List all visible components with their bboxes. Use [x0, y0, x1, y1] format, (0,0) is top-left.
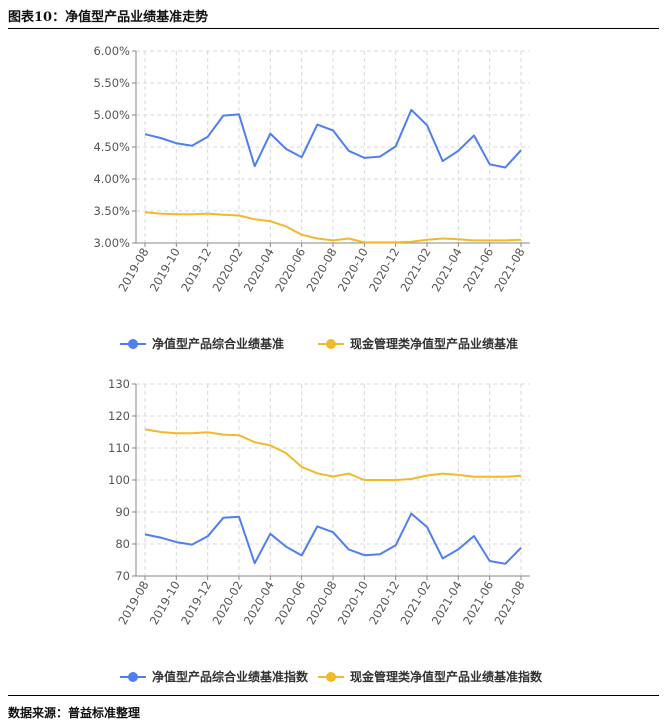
y-tick-label: 5.00% [93, 108, 130, 122]
y-tick-label: 80 [115, 537, 130, 551]
legend-label-2: 现金管理类净值型产品业绩基准指数 [350, 669, 543, 684]
legend-label-2: 现金管理类净值型产品业绩基准 [350, 336, 518, 351]
series-line-2 [144, 211, 522, 244]
y-tick-label: 3.50% [93, 204, 130, 218]
benchmark-index-chart: 7080901001101201302019-082019-102019-122… [108, 377, 543, 684]
y-tick-label: 90 [115, 505, 130, 519]
legend-marker-1 [128, 339, 138, 349]
y-tick-label: 4.00% [93, 172, 130, 186]
top-rule [8, 28, 659, 29]
bottom-rule [8, 695, 659, 696]
series-line-1 [144, 108, 522, 169]
y-tick-label: 100 [108, 473, 130, 487]
series-line-2 [144, 428, 522, 481]
data-source: 数据来源：普益标准整理 [8, 706, 141, 720]
y-tick-label: 6.00% [93, 44, 130, 58]
chart-title: 图表10：净值型产品业绩基准走势 [8, 10, 209, 25]
y-tick-label: 110 [108, 441, 130, 455]
legend-marker-1 [128, 672, 138, 682]
y-tick-label: 120 [108, 409, 130, 423]
y-tick-label: 70 [115, 569, 130, 583]
y-tick-label: 3.00% [93, 236, 130, 250]
x-tick-label: 2021-08 [491, 246, 527, 295]
x-tick-label: 2021-08 [491, 579, 527, 628]
y-tick-label: 130 [108, 377, 130, 391]
legend-label-1: 净值型产品综合业绩基准 [152, 336, 284, 351]
benchmark-rate-chart: 3.00%3.50%4.00%4.50%5.00%5.50%6.00%2019-… [93, 44, 530, 351]
legend-marker-2 [326, 339, 336, 349]
y-tick-label: 4.50% [93, 140, 130, 154]
legend-label-1: 净值型产品综合业绩基准指数 [152, 669, 309, 684]
y-tick-label: 5.50% [93, 76, 130, 90]
series-line-1 [144, 512, 522, 565]
legend-marker-2 [326, 672, 336, 682]
